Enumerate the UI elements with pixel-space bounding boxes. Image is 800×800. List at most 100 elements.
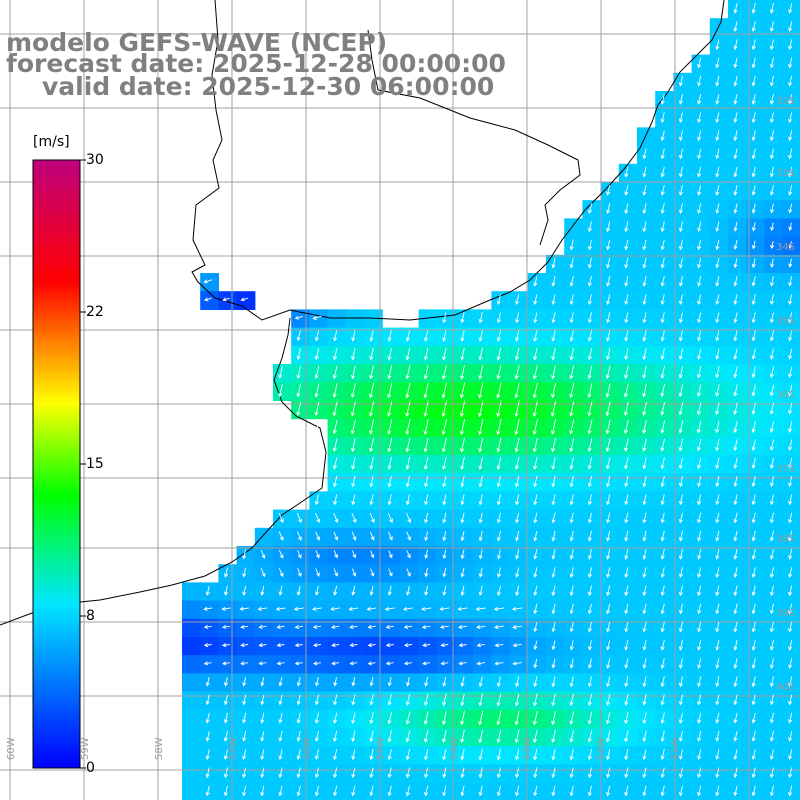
wind-arrow xyxy=(624,512,629,524)
wind-arrow xyxy=(769,94,774,105)
longitude-label: 57W xyxy=(228,737,239,760)
wind-arrow xyxy=(333,749,338,761)
wind-speed-cell xyxy=(455,382,474,401)
wind-arrow xyxy=(697,185,702,196)
wind-speed-cell xyxy=(600,345,620,365)
wind-arrow xyxy=(351,330,356,342)
wind-speed-cell xyxy=(327,364,347,383)
wind-speed-cell xyxy=(637,473,656,492)
wind-arrow xyxy=(296,330,301,342)
wind-speed-cell xyxy=(746,364,765,383)
wind-speed-cell xyxy=(364,436,383,456)
wind-arrow xyxy=(240,315,249,320)
wind-speed-cell xyxy=(309,327,329,347)
wind-arrow xyxy=(260,712,265,724)
wind-speed-cell xyxy=(782,254,800,274)
wind-speed-cell xyxy=(673,728,693,747)
wind-arrow xyxy=(606,512,611,524)
wind-arrow xyxy=(715,712,720,724)
latitude-label: 40S xyxy=(776,682,795,693)
wind-speed-cell xyxy=(618,291,638,310)
wind-speed-cell xyxy=(582,582,602,602)
wind-speed-cell xyxy=(691,491,711,511)
wind-arrow xyxy=(551,603,556,615)
wind-arrow xyxy=(533,748,538,761)
wind-arrow xyxy=(624,640,629,651)
wind-speed-cell xyxy=(200,782,219,800)
wind-arrow xyxy=(385,624,394,630)
wind-arrow xyxy=(514,710,520,726)
wind-arrow xyxy=(460,312,465,324)
wind-arrow xyxy=(515,494,520,506)
wind-arrow xyxy=(533,585,538,597)
wind-speed-cell xyxy=(254,582,274,602)
wind-speed-cell xyxy=(382,600,401,620)
wind-speed-cell xyxy=(709,254,729,274)
wind-arrow xyxy=(678,420,684,434)
wind-arrow xyxy=(442,312,447,324)
wind-speed-cell xyxy=(709,72,729,92)
wind-arrow xyxy=(769,276,775,287)
wind-arrow xyxy=(660,401,666,416)
wind-speed-cell xyxy=(527,364,547,383)
wind-speed-cell xyxy=(782,582,800,602)
wind-speed-cell xyxy=(728,655,747,674)
wind-speed-cell xyxy=(236,618,256,638)
wind-arrow xyxy=(275,606,286,611)
wind-arrow xyxy=(405,419,411,436)
wind-speed-cell xyxy=(582,746,602,765)
wind-arrow xyxy=(624,475,629,488)
wind-speed-cell xyxy=(345,418,365,438)
wind-arrow xyxy=(533,767,538,779)
wind-arrow xyxy=(715,130,720,142)
wind-speed-cell xyxy=(273,564,292,583)
wind-speed-cell xyxy=(600,509,620,529)
wind-arrow xyxy=(696,384,702,398)
wind-speed-cell xyxy=(309,509,329,529)
wind-speed-cell xyxy=(746,254,765,274)
wind-arrow xyxy=(751,457,756,470)
wind-speed-cell xyxy=(400,728,420,747)
wind-speed-cell xyxy=(546,455,565,474)
longitude-label: 55W xyxy=(375,737,386,760)
wind-arrow xyxy=(751,312,756,324)
wind-speed-cell xyxy=(564,582,583,602)
wind-arrow xyxy=(511,606,523,611)
wind-speed-cell xyxy=(291,564,310,583)
wind-speed-cell xyxy=(637,273,656,292)
wind-speed-cell xyxy=(782,527,800,547)
wind-arrow xyxy=(733,94,738,105)
wind-speed-cell xyxy=(582,382,602,401)
wind-arrow xyxy=(769,166,774,178)
wind-speed-cell xyxy=(309,637,329,656)
wind-speed-cell xyxy=(782,600,800,620)
wind-arrow xyxy=(751,148,756,160)
wind-speed-cell xyxy=(546,327,565,347)
wind-arrow xyxy=(606,330,611,342)
wind-arrow xyxy=(460,711,465,726)
wind-arrow xyxy=(605,401,611,417)
wind-arrow xyxy=(605,730,611,743)
wind-speed-cell xyxy=(400,436,420,456)
wind-speed-cell xyxy=(309,400,329,420)
wind-speed-cell xyxy=(764,382,784,401)
wind-arrow xyxy=(569,494,574,506)
wind-speed-cell xyxy=(182,709,201,729)
wind-speed-cell xyxy=(309,364,329,383)
wind-speed-cell xyxy=(709,618,729,638)
wind-speed-cell xyxy=(509,400,529,420)
wind-arrow xyxy=(587,621,592,633)
wind-speed-cell xyxy=(691,637,711,656)
wind-speed-cell xyxy=(655,200,674,219)
wind-speed-cell xyxy=(509,436,529,456)
wind-speed-cell xyxy=(473,600,492,620)
wind-speed-cell xyxy=(600,728,620,747)
wind-speed-cell xyxy=(764,163,784,183)
longitude-label: 52W xyxy=(596,737,607,760)
wind-speed-cell xyxy=(455,782,474,800)
wind-speed-cell xyxy=(436,564,456,583)
wind-speed-cell xyxy=(527,728,547,747)
wind-speed-cell xyxy=(637,782,656,800)
wind-speed-cell xyxy=(709,728,729,747)
wind-speed-cell xyxy=(236,728,256,747)
